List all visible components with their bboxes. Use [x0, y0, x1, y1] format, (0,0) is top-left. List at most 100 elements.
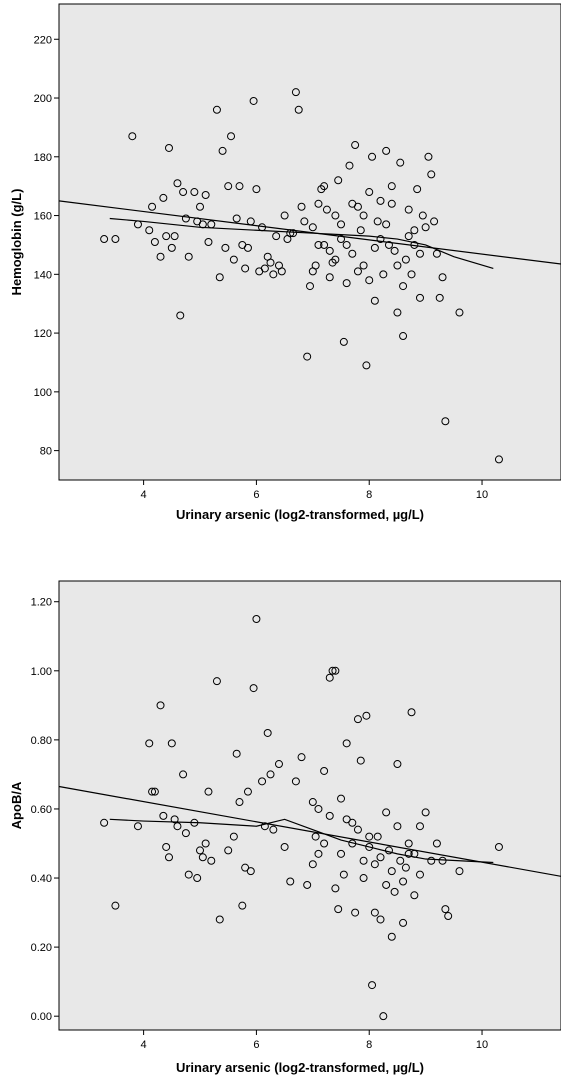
data-point: [235, 798, 244, 807]
data-point: [201, 839, 210, 848]
data-point: [289, 229, 298, 238]
data-point: [390, 246, 399, 255]
x-axis-title: Urinary arsenic (log2-transformed, µg/L): [176, 1060, 424, 1075]
data-point: [204, 238, 213, 246]
hemoglobin-chart-svg: 80 100 120 140 160 180 200 220 4 6 8 10 Urinary arse…: [9, 3, 561, 522]
data-point: [215, 915, 224, 924]
x-axis-title: Urinary arsenic (log2-transformed, µg/L): [176, 507, 424, 522]
data-point: [111, 235, 120, 244]
data-point: [339, 870, 348, 879]
loess-fit-line: [109, 217, 494, 270]
data-point: [410, 891, 419, 900]
data-point: [348, 818, 357, 827]
data-point: [370, 243, 379, 252]
data-point: [334, 905, 343, 914]
data-point: [401, 863, 410, 872]
data-point: [379, 1012, 388, 1021]
data-point: [184, 252, 193, 261]
data-point: [415, 293, 424, 302]
data-point: [317, 185, 326, 194]
data-point: [362, 711, 371, 720]
data-point: [280, 842, 289, 851]
data-point: [311, 832, 320, 841]
data-point: [179, 188, 188, 197]
data-point: [379, 270, 388, 279]
x-tick-label: 10: [476, 1039, 488, 1051]
data-point: [224, 182, 233, 191]
data-point: [308, 860, 317, 869]
data-point: [263, 728, 272, 737]
data-point: [320, 839, 329, 848]
data-point: [396, 158, 405, 167]
data-point: [359, 874, 368, 883]
x-tick-label: 8: [366, 1039, 372, 1051]
data-point: [201, 190, 210, 199]
data-point: [438, 273, 447, 282]
data-point: [243, 243, 252, 252]
data-point: [266, 770, 275, 779]
data-point: [196, 202, 205, 211]
data-point: [297, 202, 306, 211]
data-point: [252, 614, 261, 623]
hemoglobin-scatter-chart: 80 100 120 140 160 180 200 220 4 6 8 10 Urinary arse…: [0, 0, 561, 541]
data-point: [376, 235, 385, 244]
data-point: [382, 880, 391, 889]
y-tick-label: 0.40: [31, 873, 52, 885]
x-tick-label: 6: [253, 1039, 259, 1051]
data-point: [322, 205, 331, 214]
data-point: [325, 673, 334, 682]
data-point: [164, 143, 173, 152]
data-point: [353, 825, 362, 834]
data-point: [150, 787, 159, 796]
data-point: [325, 246, 334, 255]
data-point: [272, 232, 281, 241]
data-point: [365, 842, 374, 851]
data-point: [359, 211, 368, 220]
data-point: [212, 677, 221, 686]
data-point: [342, 240, 351, 249]
data-point: [356, 756, 365, 765]
data-point: [432, 839, 441, 848]
data-point: [325, 273, 334, 282]
data-point: [427, 170, 436, 179]
data-point: [190, 188, 199, 197]
data-point: [376, 915, 385, 924]
y-tick-label: 1.20: [31, 597, 52, 609]
data-point: [399, 918, 408, 927]
y-tick-label: 0.20: [31, 942, 52, 954]
data-point: [241, 264, 250, 273]
data-point: [162, 842, 171, 851]
data-point: [365, 188, 374, 197]
data-point: [218, 146, 227, 155]
data-point: [384, 240, 393, 249]
data-point: [365, 276, 374, 285]
data-point: [167, 243, 176, 252]
data-point: [303, 352, 312, 361]
data-point: [328, 666, 337, 675]
data-point: [370, 296, 379, 305]
data-point: [246, 867, 255, 876]
data-point: [339, 337, 348, 346]
data-point: [207, 856, 216, 865]
data-point: [221, 243, 230, 252]
data-point: [179, 770, 188, 779]
data-point: [314, 199, 323, 208]
data-point: [145, 739, 154, 748]
data-point: [359, 261, 368, 270]
data-point: [280, 211, 289, 220]
x-tick-label: 4: [141, 1039, 147, 1051]
data-point: [359, 856, 368, 865]
data-point: [215, 273, 224, 282]
data-point: [133, 822, 142, 831]
data-point: [455, 867, 464, 876]
data-point: [407, 270, 416, 279]
data-point: [252, 185, 261, 194]
data-point: [373, 217, 382, 226]
data-point: [258, 777, 267, 786]
data-point: [396, 856, 405, 865]
data-point: [370, 908, 379, 917]
data-point: [421, 808, 430, 817]
data-point: [286, 877, 295, 886]
data-point: [427, 856, 436, 865]
data-point: [365, 832, 374, 841]
